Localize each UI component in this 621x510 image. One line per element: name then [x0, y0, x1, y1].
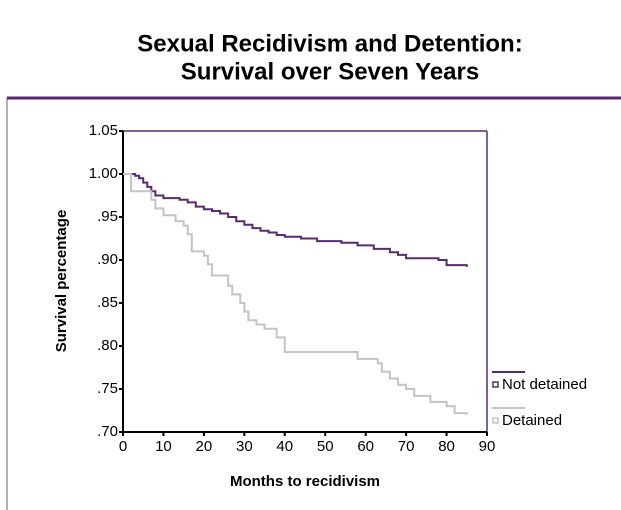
y-tick-label: 1.00 — [89, 165, 118, 182]
y-tick-label: .90 — [97, 251, 118, 268]
y-tick-label: .85 — [97, 294, 118, 311]
y-tick-label: 1.05 — [89, 122, 118, 139]
chart-title: Sexual Recidivism and Detention: — [137, 30, 522, 57]
x-tick-label: 40 — [276, 438, 293, 455]
survival-line — [123, 173, 468, 267]
x-tick-label: 80 — [438, 438, 455, 455]
y-axis-label: Survival percentage — [53, 210, 70, 353]
x-tick-label: 30 — [236, 438, 253, 455]
chart-title: Survival over Seven Years — [181, 58, 479, 85]
legend-label: Detained — [502, 412, 562, 429]
x-tick-label: 20 — [196, 438, 213, 455]
x-tick-label: 50 — [317, 438, 334, 455]
y-tick-label: .70 — [97, 423, 118, 440]
legend-label: Not detained — [502, 376, 587, 393]
x-tick-label: 70 — [398, 438, 415, 455]
x-tick-label: 60 — [357, 438, 374, 455]
survival-line — [123, 173, 468, 415]
x-tick-label: 10 — [155, 438, 172, 455]
legend-marker — [492, 417, 499, 424]
y-tick-label: .95 — [97, 208, 118, 225]
y-tick-label: .75 — [97, 380, 118, 397]
legend-marker — [492, 381, 499, 388]
y-tick-label: .80 — [97, 337, 118, 354]
x-tick-label: 0 — [119, 438, 127, 455]
x-axis-label: Months to recidivism — [230, 473, 380, 490]
x-tick-label: 90 — [479, 438, 496, 455]
